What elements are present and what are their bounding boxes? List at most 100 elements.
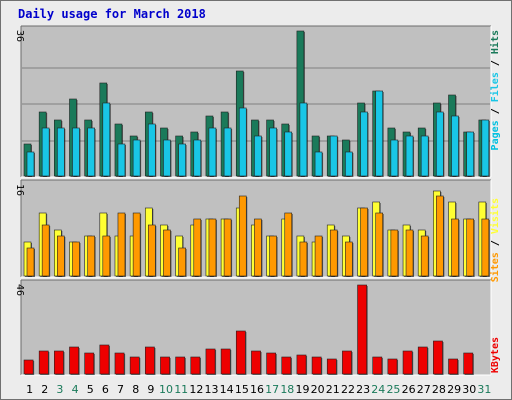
x-tick-label-4: 4 xyxy=(72,383,79,396)
x-tick-label-14: 14 xyxy=(220,383,234,396)
bar-kbytes-12 xyxy=(190,356,201,375)
bar-sites-5 xyxy=(87,235,95,277)
x-tick-label-25: 25 xyxy=(386,383,400,396)
bar-kbytes-23 xyxy=(357,284,368,375)
x-tick-label-8: 8 xyxy=(132,383,139,396)
x-tick-label-1: 1 xyxy=(26,383,33,396)
bar-kbytes-6 xyxy=(99,344,110,375)
bar-files-23 xyxy=(360,111,368,177)
bar-kbytes-11 xyxy=(175,356,186,375)
x-tick-label-15: 15 xyxy=(235,383,249,396)
bar-files-31 xyxy=(481,119,490,177)
x-tick-label-26: 26 xyxy=(402,383,416,396)
bar-sites-6 xyxy=(102,235,111,277)
x-tick-label-23: 23 xyxy=(356,383,370,396)
bar-kbytes-5 xyxy=(84,352,95,375)
bar-sites-21 xyxy=(329,229,338,277)
bar-sites-17 xyxy=(269,235,277,277)
x-tick-label-10: 10 xyxy=(159,383,173,396)
bar-files-5 xyxy=(87,127,95,177)
bar-sites-15 xyxy=(238,195,247,277)
bar-kbytes-19 xyxy=(296,354,307,375)
bar-files-10 xyxy=(163,139,171,177)
bar-files-25 xyxy=(390,139,399,177)
bar-kbytes-7 xyxy=(114,352,125,375)
bar-kbytes-15 xyxy=(235,330,246,375)
bar-files-19 xyxy=(299,102,308,177)
bar-files-9 xyxy=(147,123,156,177)
bar-files-15 xyxy=(238,107,247,177)
bar-sites-27 xyxy=(420,235,429,277)
bar-files-27 xyxy=(420,135,429,177)
bar-sites-30 xyxy=(466,218,474,277)
bar-sites-8 xyxy=(132,212,141,277)
bar-kbytes-4 xyxy=(69,346,79,375)
bar-kbytes-21 xyxy=(326,358,337,375)
legend-bottom-part-0: KBytes xyxy=(490,337,501,373)
x-tick-label-22: 22 xyxy=(341,383,355,396)
x-tick-label-24: 24 xyxy=(371,383,385,396)
bar-kbytes-1 xyxy=(23,359,34,375)
bar-files-29 xyxy=(451,115,459,177)
x-tick-label-2: 2 xyxy=(41,383,48,396)
bar-files-17 xyxy=(269,127,277,177)
legend-top-part-4: Hits xyxy=(489,30,501,54)
bar-files-20 xyxy=(314,151,323,177)
bar-files-22 xyxy=(345,151,353,177)
bar-kbytes-26 xyxy=(402,350,413,375)
bar-sites-18 xyxy=(284,212,293,277)
bar-sites-13 xyxy=(208,218,217,277)
bar-kbytes-20 xyxy=(311,356,322,375)
bar-sites-14 xyxy=(223,218,232,277)
bar-kbytes-25 xyxy=(387,358,398,375)
max-label-bottom: 46 xyxy=(14,284,25,296)
bar-sites-26 xyxy=(405,229,414,277)
bar-files-2 xyxy=(41,127,50,177)
bar-sites-10 xyxy=(163,229,171,277)
bar-files-4 xyxy=(72,127,80,177)
bar-files-16 xyxy=(254,135,262,177)
x-tick-label-6: 6 xyxy=(102,383,109,396)
legend-middle: Sites / Visits xyxy=(489,198,501,282)
bar-sites-20 xyxy=(314,235,323,277)
bar-files-14 xyxy=(223,127,232,177)
bar-sites-29 xyxy=(451,218,459,277)
bar-sites-31 xyxy=(481,218,490,277)
legend-top-part-0: Pages xyxy=(490,120,501,150)
x-tick-label-21: 21 xyxy=(326,383,340,396)
legend-top-part-1: / xyxy=(490,102,501,120)
legend-middle-part-1: / xyxy=(490,234,501,252)
bar-kbytes-10 xyxy=(160,356,170,375)
bar-kbytes-17 xyxy=(266,352,277,375)
x-tick-label-7: 7 xyxy=(117,383,124,396)
bar-sites-4 xyxy=(72,241,80,277)
bar-files-24 xyxy=(375,90,384,177)
bar-kbytes-28 xyxy=(433,340,443,375)
bar-sites-22 xyxy=(345,241,353,277)
legend-middle-part-0: Sites xyxy=(489,252,501,282)
x-tick-label-19: 19 xyxy=(295,383,309,396)
bar-kbytes-29 xyxy=(448,358,458,375)
bar-sites-11 xyxy=(178,247,186,277)
legend-top-part-2: Files xyxy=(489,72,501,102)
bar-sites-23 xyxy=(360,207,368,277)
bar-files-8 xyxy=(132,139,141,177)
bar-files-28 xyxy=(436,111,444,177)
bar-sites-9 xyxy=(147,224,156,277)
bar-files-3 xyxy=(57,127,65,177)
bar-kbytes-13 xyxy=(205,348,216,375)
x-tick-label-30: 30 xyxy=(462,383,476,396)
bar-kbytes-14 xyxy=(220,348,231,375)
bar-sites-24 xyxy=(375,212,384,277)
bar-files-21 xyxy=(329,135,338,177)
x-tick-label-31: 31 xyxy=(477,383,491,396)
bar-sites-2 xyxy=(41,224,50,277)
bar-kbytes-24 xyxy=(372,356,383,375)
bar-files-7 xyxy=(117,143,126,177)
x-tick-label-3: 3 xyxy=(56,383,63,396)
bar-kbytes-27 xyxy=(417,346,428,375)
x-tick-label-29: 29 xyxy=(447,383,461,396)
legend-top: Pages / Files / Hits xyxy=(489,30,501,150)
x-tick-label-12: 12 xyxy=(189,383,203,396)
